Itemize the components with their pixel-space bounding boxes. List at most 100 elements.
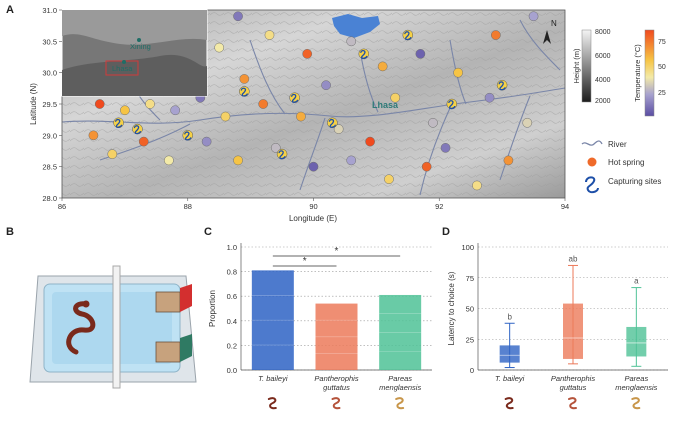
- chart-d-y-tick-label: 25: [466, 335, 474, 344]
- hot-spring-point: [138, 136, 149, 147]
- panel-label-a: A: [6, 4, 14, 16]
- height-tick-2000: 2000: [595, 98, 611, 105]
- chart-d-box: [626, 326, 647, 357]
- hot-spring-point: [239, 74, 250, 84]
- hot-spring-point: [384, 174, 394, 185]
- chart-d-category-label: menglaensis: [615, 383, 657, 392]
- hot-spring-legend-label: Hot spring: [608, 158, 644, 167]
- map-y-tick-label: 30.5: [42, 37, 57, 46]
- capture-site-snake-icon: [184, 131, 192, 141]
- chart-c-significance-star: *: [335, 246, 339, 257]
- height-colorbar: [581, 29, 592, 103]
- chart-d-box: [499, 345, 520, 363]
- height-tick-8000: 8000: [595, 29, 611, 36]
- hot-spring-point: [88, 130, 99, 141]
- height-legend-title: Height (m): [572, 48, 581, 84]
- inner-arena: [52, 292, 172, 364]
- temp-tick-50: 50: [658, 64, 666, 71]
- chart-d-box: [563, 303, 583, 359]
- shelter-box-lower: [155, 341, 181, 363]
- chart-d-group-letter: b: [507, 312, 512, 321]
- map-axes: 86 88 90 92 94 28.0 28.5 29.0 29.5 30.0 30.5 31.0: [42, 6, 569, 211]
- hot-spring-point: [346, 36, 357, 47]
- height-tick-6000: 6000: [595, 53, 611, 60]
- hot-spring-point: [528, 11, 539, 22]
- north-arrow: N: [543, 19, 557, 44]
- hot-spring-point: [145, 99, 155, 109]
- river-network: [61, 19, 566, 196]
- red-heat-pad: [180, 284, 192, 312]
- capture-legend-label: Capturing sites: [608, 177, 661, 186]
- map-y-tick-label: 31.0: [42, 6, 57, 15]
- inset-map: Xining Lhasa: [61, 9, 208, 97]
- chart-c-bar: [379, 294, 422, 370]
- hot-spring-point: [522, 117, 533, 128]
- chart-c-y-tick-label: 0.6: [227, 292, 237, 301]
- capture-site-snake-icon: [328, 118, 337, 128]
- chart-d-y-tick-label: 100: [461, 243, 474, 252]
- chart-c-category-label: T. baileyi: [258, 374, 288, 383]
- hot-spring-point: [258, 99, 269, 109]
- capture-site-snake-icon: [360, 49, 368, 59]
- map-x-tick-label: 86: [58, 202, 66, 211]
- chart-c-bar: [315, 303, 358, 370]
- temp-tick-25: 25: [658, 90, 666, 97]
- species-snake-icon: [504, 397, 514, 410]
- inset-xining-marker: [137, 38, 141, 42]
- hot-spring-point: [472, 180, 482, 191]
- hot-spring-legend-icon: [587, 157, 597, 167]
- hot-spring-point: [503, 155, 514, 166]
- hot-spring-point: [308, 161, 319, 172]
- chart-d-y-label: Latency to choice (s): [447, 271, 456, 345]
- species-snake-icon: [395, 397, 405, 410]
- map-x-tick-label: 88: [184, 202, 192, 211]
- hot-spring-point: [415, 49, 426, 59]
- capture-site-snake-icon: [448, 100, 456, 110]
- chart-d-group-letter: a: [634, 277, 639, 286]
- chart-c-y-tick-label: 0.8: [227, 268, 237, 277]
- map-y-tick-label: 28.5: [42, 163, 57, 172]
- chart-c-y-tick-label: 0.2: [227, 341, 237, 350]
- hot-spring-point: [302, 49, 313, 59]
- species-snake-icon: [267, 397, 277, 410]
- hot-spring-point: [296, 111, 306, 122]
- species-snake-icon: [331, 397, 341, 410]
- chart-d-category-label: guttatus: [560, 383, 587, 392]
- map-x-tick-label: 94: [561, 202, 569, 211]
- temperature-colorbar: [644, 29, 655, 117]
- height-legend: 8000 6000 4000 2000 Height (m): [572, 29, 611, 105]
- chart-d-category-label: T. baileyi: [495, 374, 525, 383]
- chart-c-y-tick-label: 0.4: [227, 317, 237, 326]
- experiment-box: [29, 265, 197, 389]
- hot-spring-point: [440, 143, 451, 153]
- hot-spring-layer: [88, 11, 539, 191]
- chart-c-category-label: Pantherophis: [314, 374, 358, 383]
- hot-spring-point: [233, 11, 243, 22]
- map-y-tick-label: 29.0: [42, 131, 57, 140]
- lake: [332, 14, 380, 38]
- chart-c-category-label: guttatus: [323, 383, 350, 392]
- hot-spring-point: [453, 67, 463, 78]
- chart-d-category-label: Pareas: [624, 374, 648, 383]
- height-tick-4000: 4000: [595, 77, 611, 84]
- river-legend-icon: [581, 140, 603, 146]
- map-x-tick-label: 90: [309, 202, 317, 211]
- capture-site-snake-icon: [240, 87, 248, 97]
- capture-site-snake-icon: [290, 93, 299, 103]
- chart-c-category-label: Pareas: [388, 374, 412, 383]
- divider-panel: [112, 265, 121, 389]
- symbol-legend: River Hot spring Capturing sites: [581, 140, 661, 194]
- chart-c-y-tick-label: 1.0: [227, 243, 237, 252]
- hot-spring-point: [428, 117, 438, 128]
- apparatus-illustration: [29, 265, 197, 389]
- hot-spring-point: [365, 136, 375, 147]
- temp-tick-75: 75: [658, 39, 666, 46]
- hot-spring-point: [346, 155, 357, 166]
- panel-label-c: C: [204, 226, 212, 238]
- chart-c-y-label: Proportion: [208, 290, 217, 327]
- hot-spring-point: [164, 155, 174, 166]
- chart-c-significance-star: *: [303, 256, 307, 267]
- capture-site-snake-icon: [114, 118, 123, 128]
- hot-spring-point: [94, 99, 105, 109]
- capture-site-snake-icon: [278, 150, 286, 160]
